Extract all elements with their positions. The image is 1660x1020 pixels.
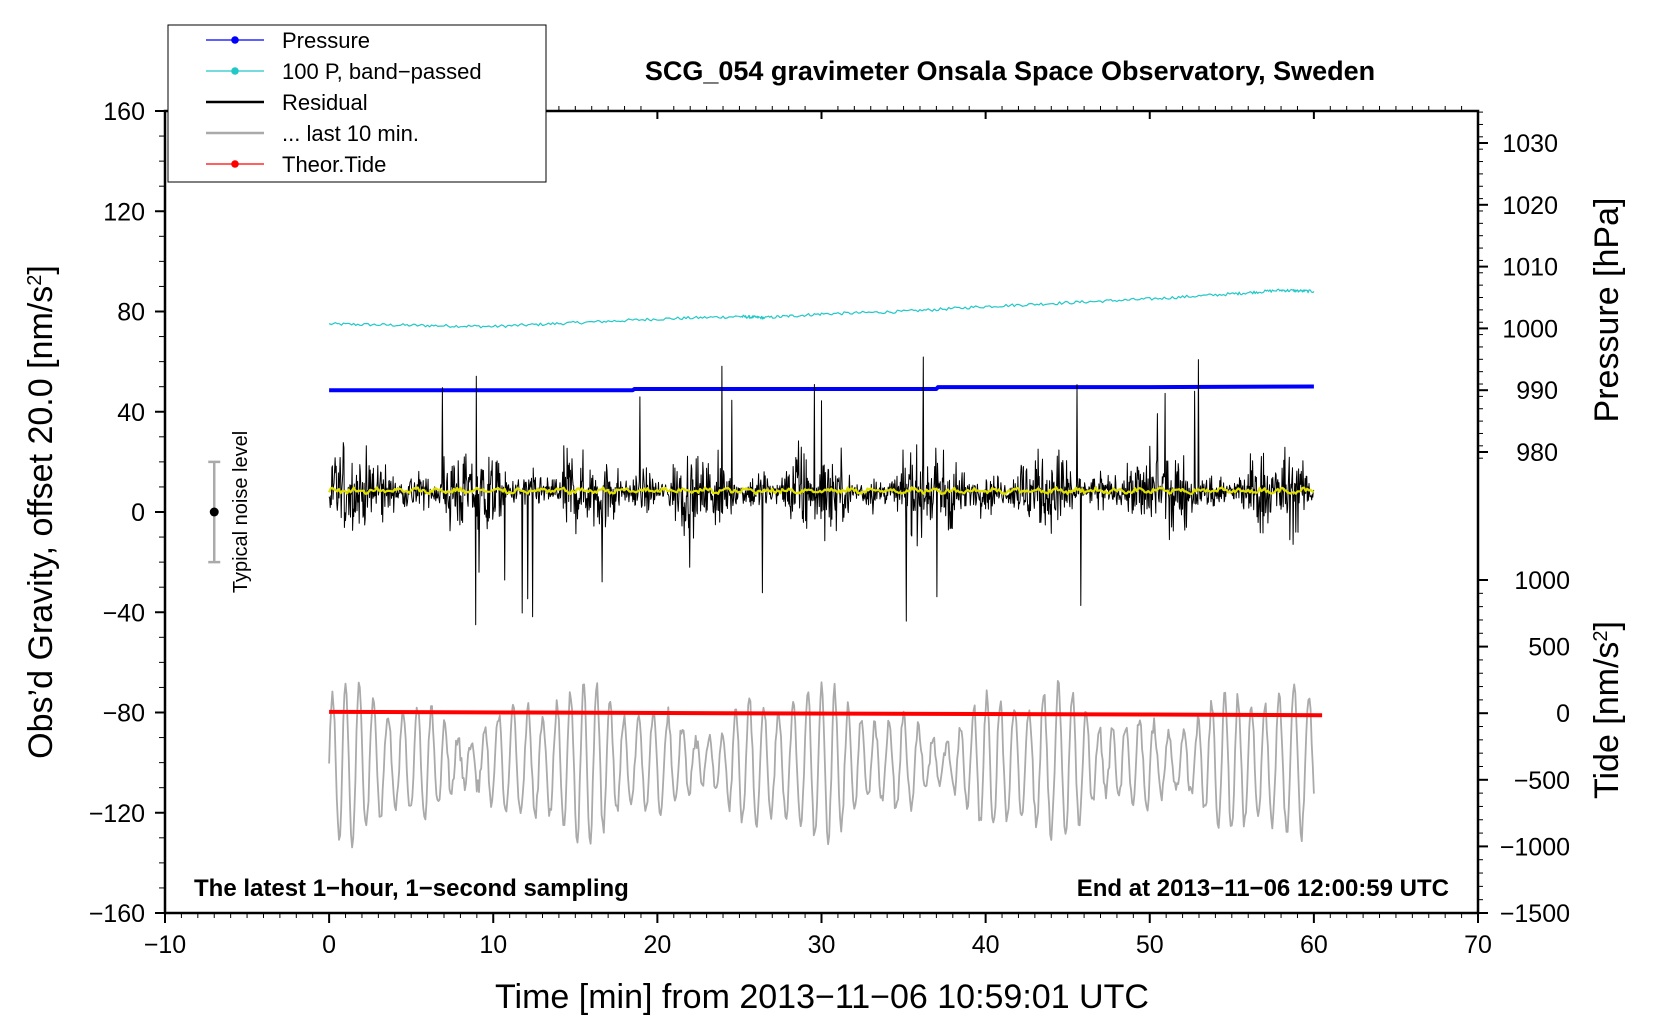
- y-left-tick-label: 0: [131, 499, 145, 527]
- y-axis-left-title-close: ]: [22, 265, 60, 274]
- x-tick-label: 0: [322, 931, 336, 959]
- y-axis-tide-title-close: ]: [1588, 621, 1626, 630]
- x-tick-label: 70: [1464, 931, 1492, 959]
- tide-line: [329, 709, 1323, 718]
- legend-label: ... last 10 min.: [282, 121, 419, 146]
- pressure-tick-label: 1020: [1502, 192, 1558, 220]
- y-axis-tide-title-main: Tide [nm/s: [1588, 642, 1626, 799]
- y-axis-left-title-sup: 2: [24, 275, 46, 286]
- y-axis-left-ticks: 160 120 80 40 0 −40 −80 −120 −160: [89, 98, 165, 928]
- y-left-tick-label: 120: [103, 198, 145, 226]
- x-tick-label: 30: [808, 931, 836, 959]
- x-tick-label: −10: [144, 931, 186, 959]
- legend-label: Pressure: [282, 28, 370, 53]
- pressure-tick-label: 1000: [1502, 315, 1558, 343]
- x-tick-label: 20: [643, 931, 671, 959]
- x-axis-ticks: −10 0 10 20 30 40 50 60 70: [144, 111, 1492, 959]
- annotation-end-time: End at 2013−11−06 12:00:59 UTC: [1077, 875, 1449, 902]
- noise-level-label: Typical noise level: [230, 431, 252, 593]
- y-left-tick-label: −120: [89, 800, 145, 828]
- noise-bar-center-dot: [209, 507, 219, 517]
- y-axis-pressure-title: Pressure [hPa]: [1588, 198, 1626, 423]
- pressure-tick-label: 980: [1516, 439, 1558, 467]
- x-tick-label: 60: [1300, 931, 1328, 959]
- pressure-tick-label: 1010: [1502, 254, 1558, 282]
- annotation-sampling: The latest 1−hour, 1−second sampling: [194, 875, 629, 902]
- tide-tick-label: 0: [1556, 700, 1570, 728]
- y-axis-tide-title-sup: 2: [1590, 630, 1612, 641]
- chart-title: SCG_054 gravimeter Onsala Space Observat…: [645, 56, 1375, 86]
- band-passed-pressure-line: [328, 288, 1315, 329]
- legend-label: Residual: [282, 90, 368, 115]
- noise-indicator: [208, 460, 221, 564]
- legend-label: Theor.Tide: [282, 152, 386, 177]
- y-axis-tide-title: Tide [nm/s2]: [1588, 621, 1626, 799]
- legend: Pressure 100 P, band−passed Residual ... la…: [167, 24, 547, 183]
- y-axis-left-title-main: Obs’d Gravity, offset 20.0 [nm/s: [22, 286, 60, 759]
- minor-ticks: [159, 106, 1483, 918]
- legend-marker: [231, 36, 239, 44]
- residual-line: [328, 356, 1315, 626]
- tide-tick-label: −1000: [1500, 833, 1570, 861]
- y-axis-tide-ticks: 1000 500 0 −500 −1000 −1500: [1478, 567, 1570, 928]
- x-tick-label: 50: [1136, 931, 1164, 959]
- x-axis-title: Time [min] from 2013−11−06 10:59:01 UTC: [495, 978, 1149, 1016]
- legend-marker: [231, 160, 239, 168]
- legend-label: 100 P, band−passed: [282, 59, 482, 84]
- y-axis-pressure-ticks: 1030 1020 1010 1000 990 980: [1478, 130, 1558, 467]
- tide-tick-label: −500: [1514, 767, 1570, 795]
- y-left-tick-label: −160: [89, 900, 145, 928]
- x-tick-label: 10: [479, 931, 507, 959]
- y-left-tick-label: −40: [103, 599, 145, 627]
- pressure-tick-label: 1030: [1502, 130, 1558, 158]
- last-10-min-line: [328, 680, 1315, 849]
- series-layer: [328, 288, 1323, 849]
- y-left-tick-label: 80: [117, 299, 145, 327]
- pressure-tick-label: 990: [1516, 377, 1558, 405]
- pressure-line: [329, 384, 1314, 393]
- x-tick-label: 40: [972, 931, 1000, 959]
- tide-tick-label: −1500: [1500, 900, 1570, 928]
- tide-tick-label: 1000: [1514, 567, 1570, 595]
- tide-tick-label: 500: [1528, 634, 1570, 662]
- y-left-tick-label: 160: [103, 98, 145, 126]
- residual-smoothed-line: [328, 486, 1315, 496]
- legend-box: [167, 24, 547, 183]
- y-left-tick-label: −80: [103, 700, 145, 728]
- legend-marker: [231, 67, 239, 75]
- y-axis-left-title: Obs’d Gravity, offset 20.0 [nm/s2]: [22, 265, 60, 759]
- y-left-tick-label: 40: [117, 399, 145, 427]
